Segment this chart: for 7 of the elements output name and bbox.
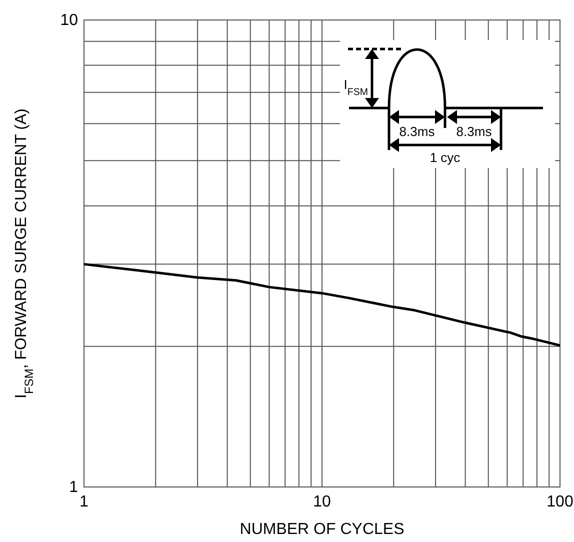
x-tick-label: 100 <box>546 493 574 510</box>
x-tick-label: 10 <box>313 493 331 510</box>
annotation: 1 cyc <box>430 150 461 165</box>
x-axis-title: NUMBER OF CYCLES <box>240 521 404 538</box>
annotation: 8.3ms <box>399 124 436 139</box>
annotation: 8.3ms <box>456 124 492 139</box>
annotation: I$_{FSM}$ <box>344 77 368 98</box>
